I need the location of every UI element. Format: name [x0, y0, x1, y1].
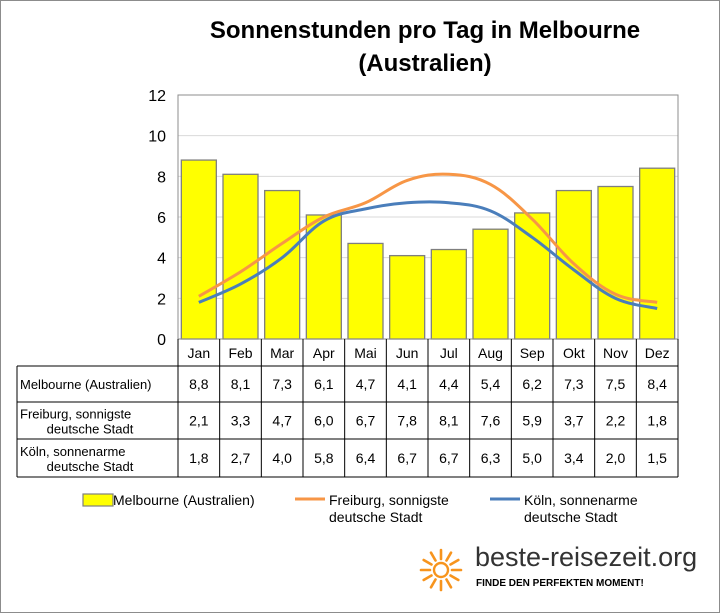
x-tick-label: Dez	[645, 345, 670, 361]
sun-ray	[445, 551, 453, 562]
sun-ray	[449, 574, 460, 582]
table-cell: 5,0	[522, 450, 542, 466]
table-row-label: Freiburg, sonnigste	[20, 407, 131, 422]
table-cell: 1,8	[189, 450, 209, 466]
sun-ray	[429, 578, 437, 589]
chart-title-line1: Sonnenstunden pro Tag in Melbourne	[209, 17, 641, 44]
table-cell: 7,5	[606, 376, 626, 392]
table-row-label-2: deutsche Stadt	[47, 459, 134, 474]
bar-mai	[347, 242, 384, 340]
table-cell: 4,7	[272, 413, 292, 429]
legend-swatch-melbourne	[82, 493, 114, 507]
x-tick-label: Mai	[354, 345, 377, 361]
table-cell: 1,8	[647, 413, 667, 429]
table-cell: 2,7	[231, 450, 251, 466]
legend-label-melbourne: Melbourne (Australien)	[113, 492, 255, 508]
brand-name: beste-reisezeit.org	[475, 542, 697, 572]
table-cell: 6,3	[481, 450, 501, 466]
table-cell: 7,8	[397, 413, 417, 429]
table-cell: 5,8	[314, 450, 334, 466]
x-tick-label: Mar	[270, 345, 294, 361]
sun-ray	[422, 574, 433, 582]
bar-apr	[305, 214, 342, 340]
y-tick-label: 0	[157, 332, 166, 349]
bar-jan	[180, 159, 217, 340]
table-cell: 5,9	[522, 413, 542, 429]
table-cell: 2,2	[606, 413, 626, 429]
brand-slogan: FINDE DEN PERFEKTEN MOMENT!	[476, 578, 644, 589]
y-tick-label: 12	[148, 88, 166, 105]
table-cell: 6,7	[397, 450, 417, 466]
legend-label-line-2-2: deutsche Stadt	[524, 509, 618, 525]
table-cell: 3,4	[564, 450, 584, 466]
table-cell: 6,4	[356, 450, 376, 466]
table-cell: 5,4	[481, 376, 501, 392]
y-tick-label: 4	[157, 251, 166, 268]
x-tick-label: Jul	[440, 345, 458, 361]
legend-label-line-1: Freiburg, sonnigste	[329, 492, 449, 508]
x-tick-label: Nov	[603, 345, 628, 361]
bar-nov	[597, 185, 634, 340]
table-cell: 8,4	[647, 376, 667, 392]
table-cell: 6,7	[356, 413, 376, 429]
x-tick-label: Sep	[520, 345, 545, 361]
chart-title-line2: (Australien)	[358, 50, 492, 77]
y-tick-label: 8	[157, 169, 166, 186]
table-cell: 6,7	[439, 450, 459, 466]
bar-aug	[472, 228, 509, 340]
legend-label-line-1-2: deutsche Stadt	[329, 509, 423, 525]
x-tick-label: Jun	[396, 345, 419, 361]
sun-ray	[422, 558, 433, 566]
chart-title: Sonnenstunden pro Tag in Melbourne (Aust…	[130, 14, 720, 80]
table-cell: 2,1	[189, 413, 209, 429]
line-series-2	[198, 200, 658, 310]
bar-dez	[639, 167, 676, 340]
line-series-1	[198, 172, 658, 304]
table-cell: 6,1	[314, 376, 334, 392]
table-cell: 4,4	[439, 376, 459, 392]
table-cell: 7,3	[272, 376, 292, 392]
table-cell: 8,1	[439, 413, 459, 429]
x-tick-label: Apr	[313, 345, 335, 361]
x-tick-label: Aug	[478, 345, 503, 361]
table-row-label: Melbourne (Australien)	[20, 377, 152, 392]
table-row-label-2: deutsche Stadt	[47, 422, 134, 437]
x-tick-label: Okt	[563, 345, 585, 361]
y-tick-label: 10	[148, 129, 166, 146]
x-tick-label: Jan	[188, 345, 211, 361]
table-cell: 6,2	[522, 376, 542, 392]
table-cell: 7,6	[481, 413, 501, 429]
sun-ray	[429, 551, 437, 562]
y-tick-label: 2	[157, 291, 166, 308]
table-cell: 4,1	[397, 376, 417, 392]
table-cell: 6,0	[314, 413, 334, 429]
table-cell: 2,0	[606, 450, 626, 466]
table-cell: 1,5	[647, 450, 667, 466]
x-tick-label: Feb	[228, 345, 252, 361]
table-row-label: Köln, sonnenarme	[20, 444, 126, 459]
table-cell: 3,3	[231, 413, 251, 429]
sun-ray	[445, 578, 453, 589]
bar-jun	[389, 254, 426, 340]
brand-logo: beste-reisezeit.org FINDE DEN PERFEKTEN M…	[419, 542, 697, 592]
legend-label-line-2: Köln, sonnenarme	[524, 492, 638, 508]
table-cell: 4,7	[356, 376, 376, 392]
table-cell: 3,7	[564, 413, 584, 429]
table-cell: 7,3	[564, 376, 584, 392]
legend: Melbourne (Australien) Freiburg, sonnigst…	[82, 492, 638, 525]
table-cell: 8,8	[189, 376, 209, 392]
bar-feb	[222, 173, 259, 340]
sun-ray	[449, 558, 460, 566]
y-tick-label: 6	[157, 210, 166, 227]
table-cell: 8,1	[231, 376, 251, 392]
bar-jul	[430, 248, 467, 340]
sun-icon	[432, 561, 450, 579]
table-cell: 4,0	[272, 450, 292, 466]
